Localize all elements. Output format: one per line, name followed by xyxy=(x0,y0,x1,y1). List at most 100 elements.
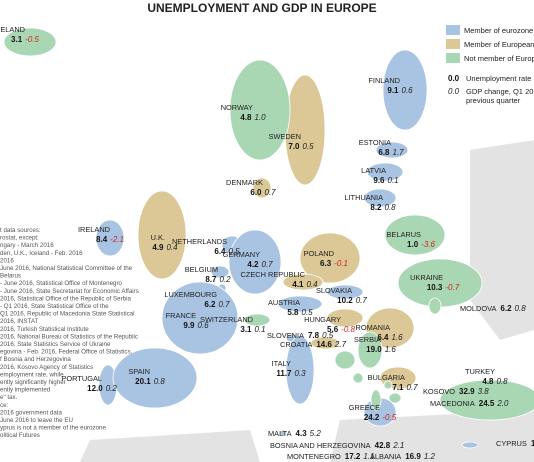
unemployment-rate: 9.6 xyxy=(373,176,385,185)
unemployment-rate: 17.2 xyxy=(345,452,361,461)
country-name: FINLAND xyxy=(368,76,400,85)
country-label: BELARUS 1.0 -3.6 xyxy=(386,230,435,249)
gdp-change: 0.7 xyxy=(219,300,231,309)
unemployment-rate: 8.7 xyxy=(205,275,217,284)
unemployment-rate: 7.0 xyxy=(288,142,300,151)
gdp-change: 0.1 xyxy=(388,176,399,185)
source-line: rostat, except: xyxy=(0,235,39,242)
country-name: FRANCE xyxy=(166,311,196,320)
source-line: Belarus xyxy=(0,273,21,280)
unemployment-rate: 9.9 xyxy=(183,321,195,330)
country-name: GERMANY xyxy=(223,250,260,259)
gdp-change: 0.2 xyxy=(106,384,118,393)
gdp-change: 0.6 xyxy=(402,86,414,95)
unemployment-rate: 4.1 xyxy=(292,280,304,289)
country-label: POLAND 6.3 -0.1 xyxy=(304,249,348,268)
unemployment-rate: 6.2 xyxy=(500,304,512,313)
country-label: FINLAND 9.1 0.6 xyxy=(368,76,413,95)
key-gdp-label: GDP change, Q1 2016 xyxy=(466,87,534,96)
country-label: KOSOVO 32.9 3.8 xyxy=(423,387,489,396)
country-name: MACEDONIA xyxy=(430,399,475,408)
unemployment-rate: 5.8 xyxy=(287,308,299,317)
source-line: Q1 2016, Republic of Macedonia State Sta… xyxy=(0,311,135,318)
country-label: LUXEMBOURG 6.2 0.7 xyxy=(164,290,230,309)
legend-label: Member of European Union xyxy=(464,40,534,49)
gdp-change: 3.8 xyxy=(478,387,490,396)
country-label: CZECH REPUBLIC 4.1 0.4 xyxy=(241,270,319,289)
country-shape xyxy=(228,229,282,295)
unemployment-rate: 4.8 xyxy=(240,113,252,122)
country-shape xyxy=(382,49,428,131)
source-line: 2016 government data xyxy=(0,409,62,416)
unemployment-rate: 6.3 xyxy=(320,259,332,268)
country-name: ESTONIA xyxy=(359,138,391,147)
country-shape xyxy=(137,190,187,280)
gdp-change: 0.7 xyxy=(356,296,368,305)
unemployment-rate: 1.0 xyxy=(407,240,419,249)
country-name: ICELAND xyxy=(0,25,25,34)
country-label: LATVIA 9.6 0.1 xyxy=(361,166,399,185)
country-name: UKRAINE xyxy=(410,273,443,282)
country-shape xyxy=(3,27,57,57)
source-line: olitical Futures xyxy=(0,432,40,439)
gdp-change: 0.5 xyxy=(302,308,314,317)
country-label: SWEDEN 7.0 0.5 xyxy=(269,132,315,151)
country-shape xyxy=(383,380,393,390)
gdp-change: 0.7 xyxy=(407,383,419,392)
unemployment-rate: 20.1 xyxy=(135,377,151,386)
country-shape xyxy=(357,331,383,369)
country-name: POLAND xyxy=(304,249,334,258)
source-line: 2016, Kosovo Agency of Statistics xyxy=(0,364,93,371)
legend-swatch xyxy=(446,39,460,49)
unemployment-rate: 6.4 xyxy=(214,247,226,256)
gdp-change: 0.4 xyxy=(167,243,179,252)
key-gdp-sample: 0.0 xyxy=(448,87,460,96)
country-shape xyxy=(95,219,125,257)
unemployment-rate: 10.3 xyxy=(427,283,443,292)
country-shape xyxy=(352,372,364,384)
country-name: AUSTRIA xyxy=(268,298,300,307)
country-shape xyxy=(252,177,272,199)
unemployment-rate: 3.1 xyxy=(240,325,252,334)
country-label: MONTENEGRO 17.2 1.1 xyxy=(287,452,375,461)
gdp-change: 0.5 xyxy=(229,247,241,256)
country-name: ITALY xyxy=(272,359,292,368)
source-line: employment rate, while xyxy=(0,371,64,378)
country-name: ALBANIA xyxy=(370,452,401,461)
country-shape xyxy=(334,350,356,370)
country-shape xyxy=(366,162,404,182)
title: UNEMPLOYMENT AND GDP IN EUROPE xyxy=(147,1,376,15)
unemployment-rate: 7.1 xyxy=(392,383,404,392)
source-line: ently significantly higher xyxy=(0,379,66,386)
unemployment-rate: 32.9 xyxy=(459,387,475,396)
country-name: TURKEY xyxy=(465,367,495,376)
country-label: NORWAY 4.8 1.0 xyxy=(221,103,266,122)
gdp-change: 0.5 xyxy=(303,142,315,151)
gdp-change: 0.7 xyxy=(265,188,277,197)
key-unemployment-sample: 0.0 xyxy=(448,74,460,83)
country-label: ROMANIA 6.4 1.6 xyxy=(356,323,404,342)
gdp-change: 0.7 xyxy=(262,260,274,269)
source-line: ently implemented xyxy=(0,387,51,394)
unemployment-rate: 6.2 xyxy=(204,300,216,309)
country-label: IRELAND 8.4 -2.1 xyxy=(78,225,124,244)
source-line: egovina - Feb. 2016, Federal Office of S… xyxy=(0,349,133,356)
gdp-change: 0.6 xyxy=(198,321,210,330)
country-label: ALBANIA 16.9 1.2 xyxy=(370,452,435,461)
country-shape xyxy=(363,188,397,208)
country-label: GERMANY 4.2 0.7 xyxy=(223,250,274,269)
key-unemployment-label: Unemployment rate xyxy=(466,74,531,83)
unemployment-rate: 3.1 xyxy=(11,35,23,44)
country-shape xyxy=(461,441,479,449)
title-band xyxy=(0,0,534,18)
source-line: ngary - March 2016 xyxy=(0,242,54,249)
gdp-change: -0.8 xyxy=(341,325,355,334)
country-label: ITALY 11.7 0.3 xyxy=(272,359,307,378)
unemployment-rate: 6.0 xyxy=(250,188,262,197)
source-line: June 2016 to leave the EU xyxy=(0,417,73,424)
country-shape xyxy=(279,429,287,437)
source-line: 2016, State Statistics Service of Ukrain… xyxy=(0,341,111,348)
unemployment-rate: 6.4 xyxy=(377,333,389,342)
